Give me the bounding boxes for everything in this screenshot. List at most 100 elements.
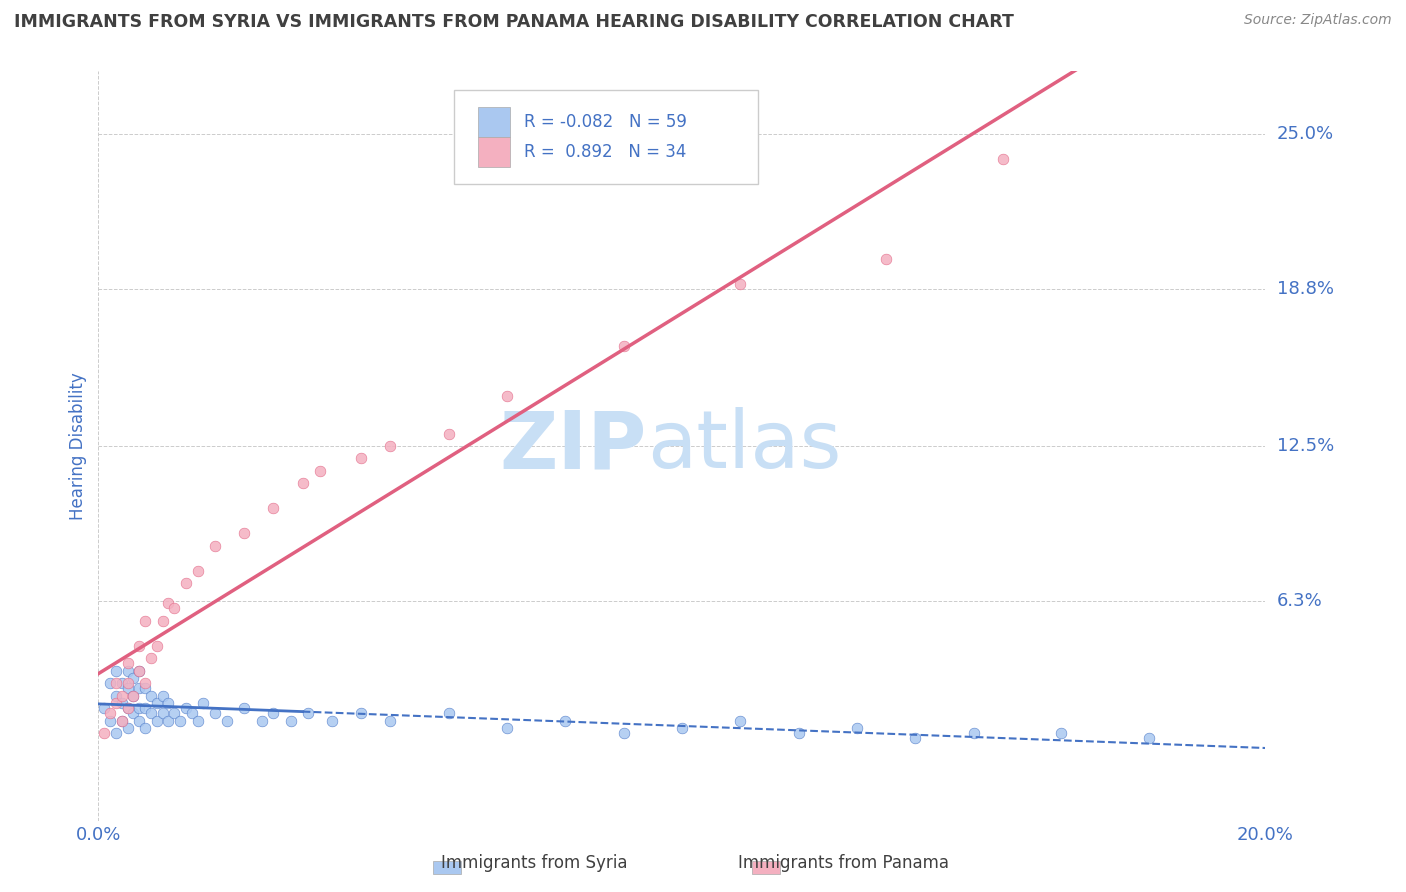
Point xyxy=(134,614,156,628)
Point xyxy=(174,701,197,715)
Point xyxy=(128,664,150,678)
Point xyxy=(437,706,460,721)
Point xyxy=(193,696,215,710)
Point xyxy=(187,714,209,728)
Point xyxy=(128,664,150,678)
Point xyxy=(152,614,174,628)
Point xyxy=(139,706,162,721)
Point xyxy=(139,689,162,703)
Point xyxy=(98,676,121,690)
Point xyxy=(612,339,634,353)
Bar xyxy=(478,107,510,137)
Text: Immigrants from Panama: Immigrants from Panama xyxy=(738,855,949,872)
Point xyxy=(262,501,284,516)
Text: Immigrants from Syria: Immigrants from Syria xyxy=(441,855,627,872)
FancyBboxPatch shape xyxy=(454,90,758,184)
Point xyxy=(134,721,156,735)
Point xyxy=(128,714,150,728)
Point xyxy=(93,701,115,715)
Point xyxy=(380,714,402,728)
Point xyxy=(904,731,927,746)
Point xyxy=(122,689,145,703)
Point xyxy=(233,701,256,715)
Point xyxy=(321,714,343,728)
Point xyxy=(163,601,186,615)
Point xyxy=(309,464,332,478)
Point xyxy=(117,701,139,715)
Text: 6.3%: 6.3% xyxy=(1277,592,1322,610)
Point xyxy=(111,676,134,690)
Text: 12.5%: 12.5% xyxy=(1277,437,1334,455)
Point xyxy=(111,714,134,728)
Point xyxy=(98,706,121,721)
Point xyxy=(134,701,156,715)
Point xyxy=(152,689,174,703)
Point xyxy=(117,701,139,715)
Point xyxy=(111,714,134,728)
Text: 25.0%: 25.0% xyxy=(1277,125,1334,143)
Point xyxy=(846,721,869,735)
Point xyxy=(157,714,180,728)
Point xyxy=(157,696,180,710)
Point xyxy=(875,252,897,266)
Point xyxy=(152,706,174,721)
Point xyxy=(380,439,402,453)
Point xyxy=(671,721,693,735)
Point xyxy=(174,576,197,591)
Point xyxy=(262,706,284,721)
Point xyxy=(139,651,162,665)
Point xyxy=(111,689,134,703)
Point xyxy=(134,676,156,690)
Point xyxy=(496,721,519,735)
Point xyxy=(787,726,810,740)
Point xyxy=(163,706,186,721)
Text: R = -0.082   N = 59: R = -0.082 N = 59 xyxy=(524,113,688,131)
Point xyxy=(496,389,519,403)
Point xyxy=(122,689,145,703)
Bar xyxy=(478,136,510,167)
Point xyxy=(128,639,150,653)
Point xyxy=(146,696,169,710)
Point xyxy=(991,152,1014,166)
Point xyxy=(146,639,169,653)
Point xyxy=(280,714,302,728)
Point xyxy=(117,664,139,678)
Point xyxy=(297,706,319,721)
Point xyxy=(291,476,314,491)
Text: R =  0.892   N = 34: R = 0.892 N = 34 xyxy=(524,143,686,161)
Point xyxy=(187,564,209,578)
Point xyxy=(117,657,139,671)
Point xyxy=(104,689,127,703)
Point xyxy=(111,696,134,710)
Point xyxy=(250,714,273,728)
Point xyxy=(204,706,226,721)
Text: IMMIGRANTS FROM SYRIA VS IMMIGRANTS FROM PANAMA HEARING DISABILITY CORRELATION C: IMMIGRANTS FROM SYRIA VS IMMIGRANTS FROM… xyxy=(14,13,1014,31)
Point xyxy=(215,714,238,728)
Point xyxy=(104,664,127,678)
Text: atlas: atlas xyxy=(647,407,841,485)
Point xyxy=(204,539,226,553)
Point xyxy=(117,676,139,690)
Point xyxy=(169,714,191,728)
Point xyxy=(134,681,156,696)
Point xyxy=(104,676,127,690)
Point xyxy=(128,681,150,696)
Point xyxy=(730,714,752,728)
Point xyxy=(730,277,752,291)
Point xyxy=(157,596,180,610)
Text: Source: ZipAtlas.com: Source: ZipAtlas.com xyxy=(1244,13,1392,28)
Point xyxy=(146,714,169,728)
Bar xyxy=(752,861,780,874)
Point xyxy=(93,726,115,740)
Point xyxy=(612,726,634,740)
Y-axis label: Hearing Disability: Hearing Disability xyxy=(69,372,87,520)
Point xyxy=(104,726,127,740)
Point xyxy=(104,696,127,710)
Bar xyxy=(433,861,461,874)
Point xyxy=(350,706,373,721)
Point xyxy=(350,451,373,466)
Point xyxy=(117,721,139,735)
Point xyxy=(180,706,202,721)
Point xyxy=(437,426,460,441)
Point xyxy=(128,701,150,715)
